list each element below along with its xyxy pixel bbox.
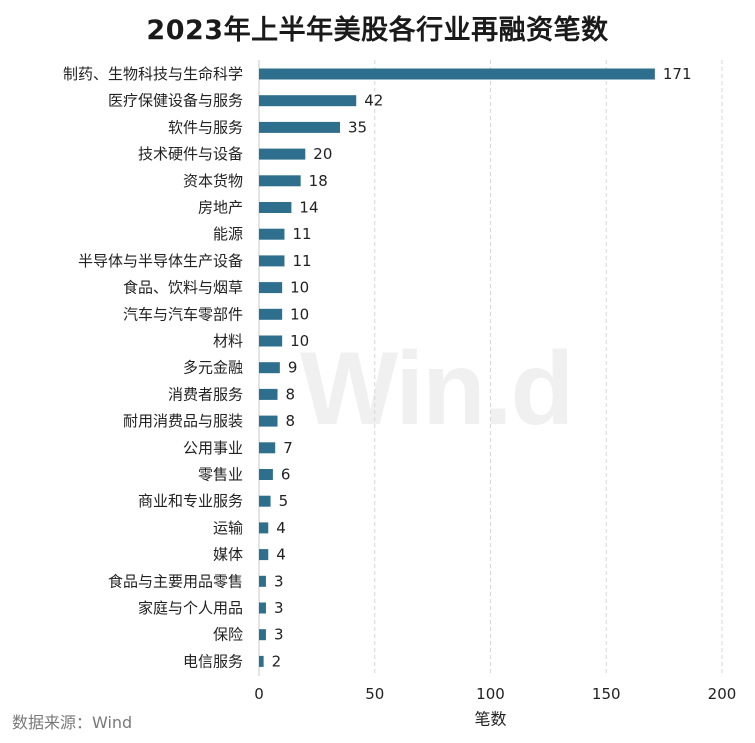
bar xyxy=(259,495,271,507)
data-label: 35 xyxy=(348,118,367,136)
bar xyxy=(259,522,269,534)
data-label: 42 xyxy=(364,92,383,110)
bar xyxy=(259,202,292,213)
data-label: 18 xyxy=(309,172,328,190)
category-label: 汽车与汽车零部件 xyxy=(123,305,243,323)
bar xyxy=(259,469,273,480)
bar xyxy=(259,415,278,427)
category-label: 医疗保健设备与服务 xyxy=(108,92,243,110)
x-tick-label: 200 xyxy=(708,685,737,703)
data-label: 14 xyxy=(299,199,318,217)
x-axis-title: 笔数 xyxy=(474,710,506,729)
bar xyxy=(259,442,276,454)
category-label: 电信服务 xyxy=(183,652,243,670)
data-label: 11 xyxy=(292,225,311,243)
category-label: 媒体 xyxy=(213,546,243,564)
x-tick-label: 150 xyxy=(592,685,621,703)
data-label: 20 xyxy=(313,145,332,163)
category-label: 能源 xyxy=(213,225,243,243)
data-label: 7 xyxy=(283,439,293,457)
bar xyxy=(259,575,266,587)
data-label: 2 xyxy=(272,652,282,670)
source-note: 数据来源：Wind xyxy=(12,713,133,732)
category-label: 技术硬件与设备 xyxy=(138,145,243,163)
data-label: 8 xyxy=(286,385,296,403)
category-label: 半导体与半导体生产设备 xyxy=(78,252,243,270)
data-label: 4 xyxy=(276,519,286,537)
data-label: 8 xyxy=(286,412,296,430)
category-label: 制药、生物科技与生命科学 xyxy=(63,65,243,83)
category-label: 软件与服务 xyxy=(168,118,243,136)
data-label: 10 xyxy=(290,332,309,350)
x-tick-label: 50 xyxy=(365,685,384,703)
data-label: 3 xyxy=(274,599,284,617)
data-label: 171 xyxy=(663,65,692,83)
bar xyxy=(259,95,357,107)
data-label: 10 xyxy=(290,279,309,297)
data-label: 4 xyxy=(276,546,286,564)
data-label: 6 xyxy=(281,466,291,484)
category-label: 消费者服务 xyxy=(168,385,243,403)
category-label: 家庭与个人用品 xyxy=(138,599,243,617)
data-label: 11 xyxy=(292,252,311,270)
bar xyxy=(259,629,266,641)
category-label: 食品与主要用品零售 xyxy=(108,572,243,590)
category-label: 资本货物 xyxy=(183,172,243,190)
x-tick-label: 100 xyxy=(476,685,505,703)
bar xyxy=(259,68,655,80)
bar xyxy=(259,388,278,400)
data-label: 3 xyxy=(274,626,284,644)
bar xyxy=(259,335,283,347)
bar xyxy=(259,121,341,133)
bar xyxy=(259,655,264,667)
category-label: 食品、饮料与烟草 xyxy=(123,279,243,297)
bar xyxy=(259,602,266,614)
bar xyxy=(259,282,283,294)
watermark-logo: Win.d xyxy=(300,331,574,447)
data-label: 3 xyxy=(274,572,284,590)
bar xyxy=(259,549,269,561)
bar xyxy=(259,228,285,240)
bar xyxy=(259,175,301,187)
category-label: 耐用消费品与服装 xyxy=(123,412,243,430)
category-label: 零售业 xyxy=(198,466,243,484)
bar xyxy=(259,308,283,320)
category-label: 多元金融 xyxy=(183,359,243,377)
data-label: 5 xyxy=(279,492,289,510)
data-label: 10 xyxy=(290,305,309,323)
category-label: 房地产 xyxy=(198,199,243,217)
category-label: 材料 xyxy=(213,332,243,350)
bar xyxy=(259,255,285,267)
bar xyxy=(259,148,306,160)
category-label: 商业和专业服务 xyxy=(138,492,243,510)
chart-title: 2023年上半年美股各行业再融资笔数 xyxy=(146,15,609,46)
x-tick-label: 0 xyxy=(254,685,264,703)
bar xyxy=(259,362,280,374)
category-label: 保险 xyxy=(213,626,243,644)
data-label: 9 xyxy=(288,359,298,377)
category-label: 公用事业 xyxy=(183,439,243,457)
category-label: 运输 xyxy=(213,519,243,537)
